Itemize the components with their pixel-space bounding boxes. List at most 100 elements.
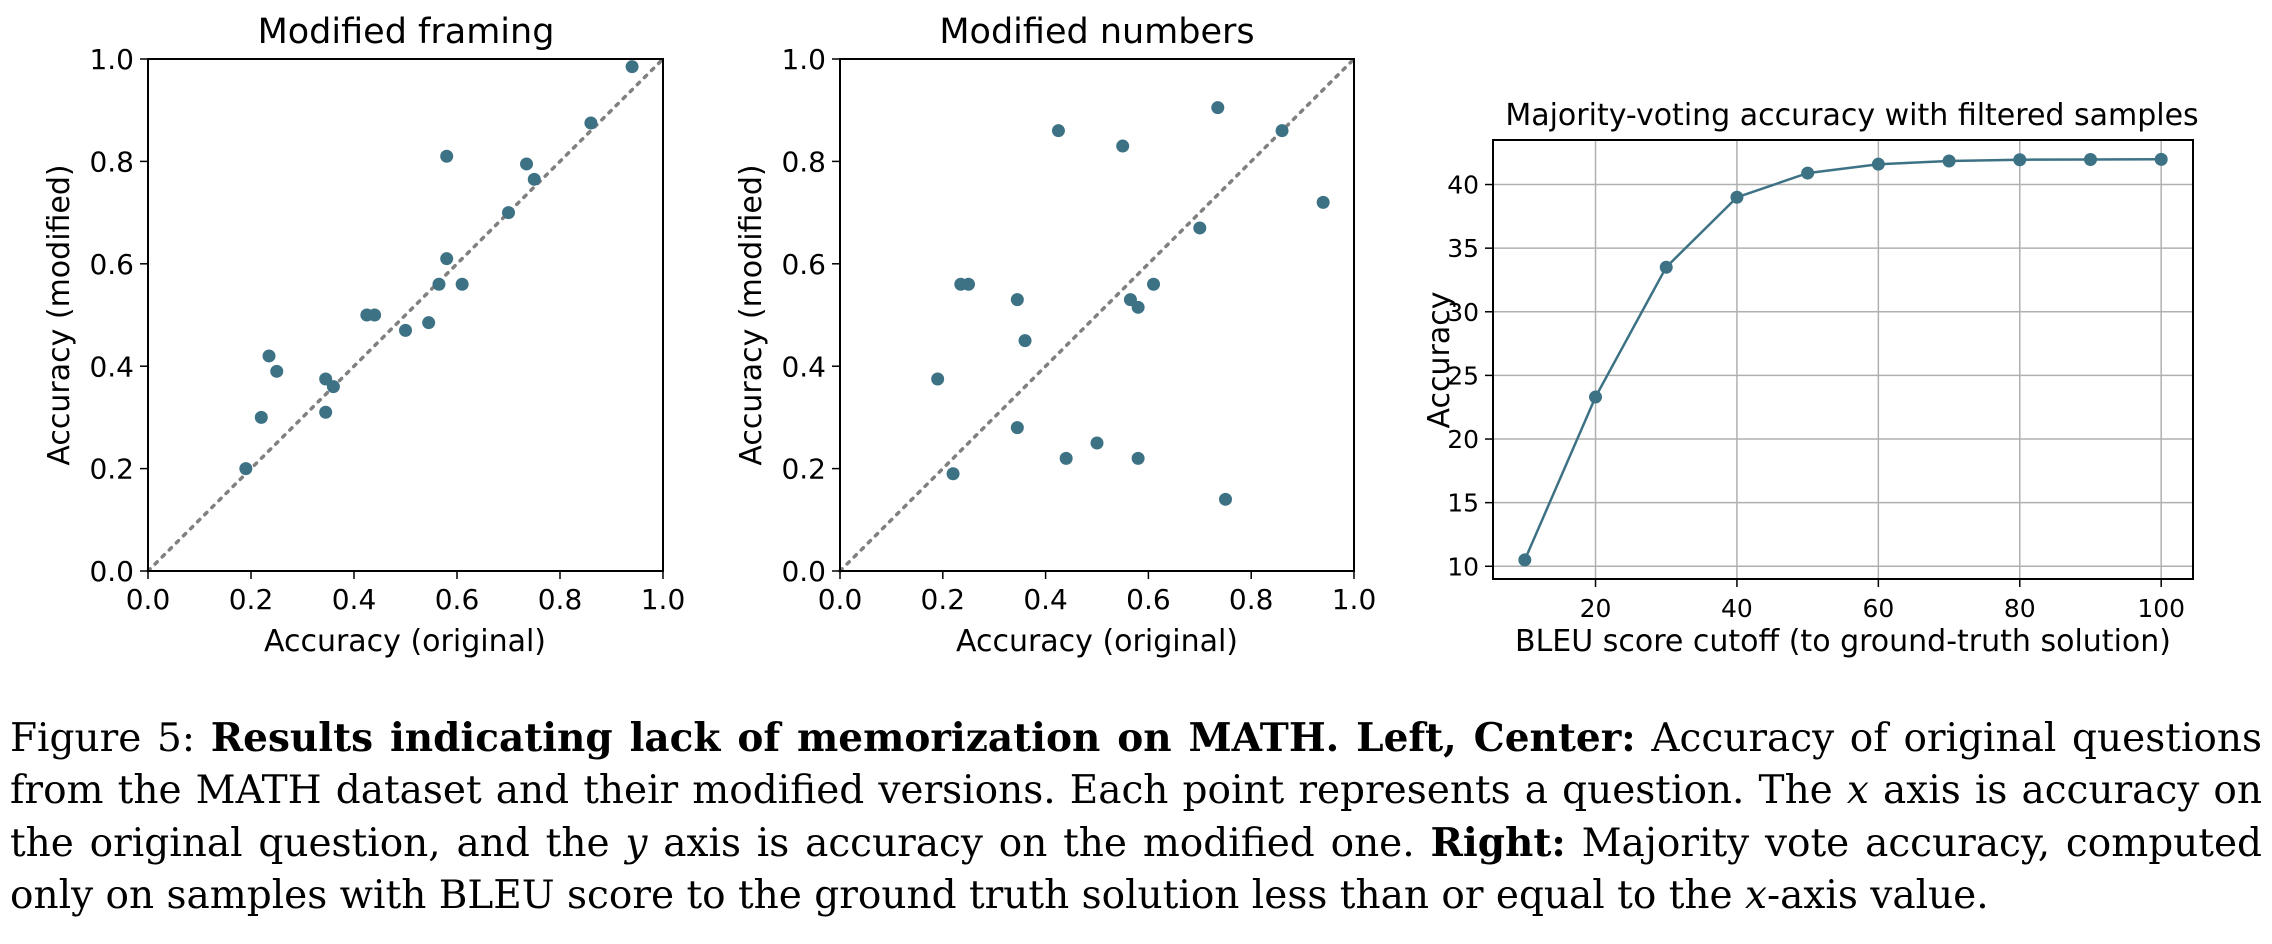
x-tick-label: 0.2	[229, 583, 274, 616]
y-axis-ticks: 0.0 0.2 0.4 0.6 0.8 1.0	[781, 43, 840, 588]
x-axis-label: Accuracy (original)	[264, 624, 546, 659]
y-tick-label: 0.2	[89, 453, 134, 486]
scatter-point	[399, 323, 412, 337]
scatter-point	[440, 149, 454, 163]
line-point	[1730, 190, 1744, 204]
scatter-point	[1090, 436, 1104, 450]
y-tick-label: 20	[1447, 425, 1479, 454]
x-tick-label: 60	[1862, 594, 1894, 623]
x-tick-label: 1.0	[641, 583, 686, 616]
y-tick-label: 15	[1447, 489, 1479, 518]
scatter-point	[962, 277, 975, 291]
scatter-point	[1010, 293, 1024, 307]
accuracy-series-line	[1523, 158, 2162, 561]
y-tick-label: 1.0	[89, 43, 134, 76]
x-tick-label: 20	[1580, 594, 1612, 623]
x-tick-label: 0.0	[818, 583, 863, 616]
y-tick-label: 0.8	[89, 145, 134, 178]
caption-text-1: Accuracy of original questions from the …	[10, 716, 2262, 813]
plot-frame	[839, 58, 1355, 572]
grid-lines	[1493, 140, 2193, 579]
line-point	[1942, 154, 1956, 168]
y-axis-label: Accuracy (modified)	[42, 164, 77, 465]
scatter-points	[931, 101, 1330, 506]
line-point	[1801, 166, 1815, 180]
plot-frame	[147, 58, 664, 572]
line-point	[2154, 152, 2168, 166]
scatter-point	[1193, 221, 1207, 235]
y-tick-label: 0.6	[781, 248, 826, 281]
scatter-point	[625, 60, 639, 74]
scatter-point	[1219, 492, 1232, 506]
x-tick-label: 0.2	[921, 583, 966, 616]
caption-figure-label: Figure 5:	[10, 716, 196, 761]
scatter-point	[239, 462, 253, 476]
figure-caption: Figure 5: Results indicating lack of mem…	[10, 712, 2262, 922]
y-tick-label: 0.0	[89, 555, 134, 588]
caption-x-variable: x	[1846, 768, 1869, 813]
scatter-point	[326, 380, 340, 394]
y-tick-label: 10	[1447, 552, 1479, 581]
y-axis-label: Accuracy (modified)	[734, 164, 769, 465]
caption-text-4: Majority vote accuracy, computed only on…	[10, 821, 2263, 918]
y-tick-label: 0.0	[781, 555, 826, 588]
scatter-point	[1211, 101, 1225, 115]
scatter-point	[432, 277, 446, 291]
scatter-point	[1275, 124, 1289, 138]
line-point	[2013, 153, 2027, 167]
y-tick-label: 30	[1447, 298, 1479, 327]
caption-bold-right: Right:	[1430, 820, 1566, 866]
x-tick-label: 40	[1721, 594, 1753, 623]
line-point	[2083, 152, 2097, 166]
caption-bold-title: Results indicating lack of memorization …	[210, 715, 1636, 761]
x-tick-label: 100	[2137, 594, 2185, 623]
y-tick-label: 0.6	[89, 248, 134, 281]
scatter-point	[946, 467, 960, 481]
x-axis-label: Accuracy (original)	[956, 624, 1238, 659]
scatter-point	[584, 116, 598, 130]
x-tick-label: 0.6	[435, 583, 480, 616]
x-axis-ticks: 20 40 60 80 100	[1580, 579, 2185, 623]
scatter-point	[1116, 139, 1130, 153]
x-axis-label: BLEU score cutoff (to ground-truth solut…	[1515, 624, 2171, 659]
y-axis-ticks: 10 15 20 25 30 35 40	[1447, 171, 1493, 581]
y-tick-label: 0.2	[781, 453, 826, 486]
y-tick-label: 0.4	[781, 350, 826, 383]
scatter-point	[1131, 300, 1145, 314]
scatter-point	[440, 252, 454, 266]
y-axis-ticks: 0.0 0.2 0.4 0.6 0.8 1.0	[89, 43, 148, 588]
x-tick-label: 1.0	[1332, 583, 1377, 616]
scatter-point	[502, 206, 515, 220]
scatter-point	[1059, 451, 1073, 465]
scatter-point	[254, 410, 268, 424]
scatter-point	[527, 172, 541, 186]
line-points	[1518, 152, 2168, 567]
x-tick-label: 0.8	[1229, 583, 1274, 616]
x-tick-label: 0.4	[332, 583, 377, 616]
plot-frame	[1492, 139, 2194, 580]
x-tick-label: 0.6	[1126, 583, 1171, 616]
caption-x-variable-2: x	[1744, 873, 1767, 918]
diagonal-reference-line	[146, 57, 665, 573]
chart-title: Modified framing	[258, 12, 555, 52]
scatter-points	[239, 60, 639, 476]
scatter-point	[262, 349, 276, 363]
line-point	[1518, 553, 1532, 567]
y-tick-label: 1.0	[781, 43, 826, 76]
scatter-point	[1131, 451, 1145, 465]
caption-y-variable: y	[625, 821, 648, 866]
caption-text-2: axis is accuracy on the original questio…	[10, 768, 2262, 866]
x-tick-label: 0.4	[1023, 583, 1068, 616]
caption-text-3: axis is accuracy on the modified one.	[663, 821, 1415, 866]
y-tick-label: 40	[1447, 171, 1479, 200]
scatter-point	[1147, 277, 1161, 291]
scatter-point	[1051, 124, 1065, 138]
line-point	[1589, 390, 1603, 404]
x-tick-label: 0.8	[538, 583, 583, 616]
x-tick-label: 80	[2004, 594, 2036, 623]
line-point	[1659, 260, 1673, 274]
scatter-point	[1018, 334, 1032, 348]
y-tick-label: 0.8	[781, 145, 826, 178]
line-point	[1871, 157, 1885, 171]
